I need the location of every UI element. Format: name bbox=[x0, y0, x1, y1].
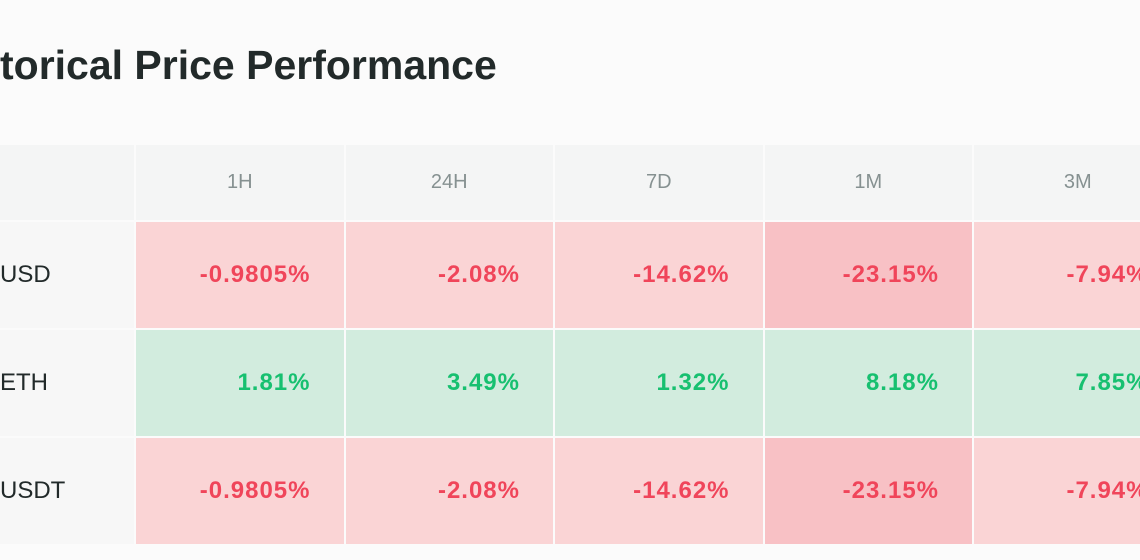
column-header: 1H bbox=[136, 145, 344, 220]
row-label: USD bbox=[0, 222, 134, 328]
row-label: ETH bbox=[0, 330, 134, 436]
change-cell: -23.15% bbox=[764, 438, 972, 544]
column-header: 1M bbox=[764, 145, 972, 220]
change-cell: -14.62% bbox=[555, 438, 763, 544]
row-label: USDT bbox=[0, 438, 134, 544]
title: torical Price Performance bbox=[0, 42, 497, 88]
change-cell: -2.08% bbox=[345, 222, 553, 328]
column-header: 3M bbox=[974, 145, 1140, 220]
change-cell: 3.49% bbox=[345, 330, 553, 436]
change-cell: -0.9805% bbox=[136, 438, 344, 544]
change-cell: -7.94% bbox=[974, 438, 1140, 544]
column-header: 7D bbox=[555, 145, 763, 220]
change-cell: -2.08% bbox=[345, 438, 553, 544]
change-cell: 1.32% bbox=[555, 330, 763, 436]
change-cell: -23.15% bbox=[764, 222, 972, 328]
column-header: 24H bbox=[345, 145, 553, 220]
header-blank bbox=[0, 145, 134, 220]
change-cell: -14.62% bbox=[555, 222, 763, 328]
change-cell: -7.94% bbox=[974, 222, 1140, 328]
change-cell: 7.85% bbox=[974, 330, 1140, 436]
change-cell: 1.81% bbox=[136, 330, 344, 436]
change-cell: -0.9805% bbox=[136, 222, 344, 328]
change-cell: 8.18% bbox=[764, 330, 972, 436]
